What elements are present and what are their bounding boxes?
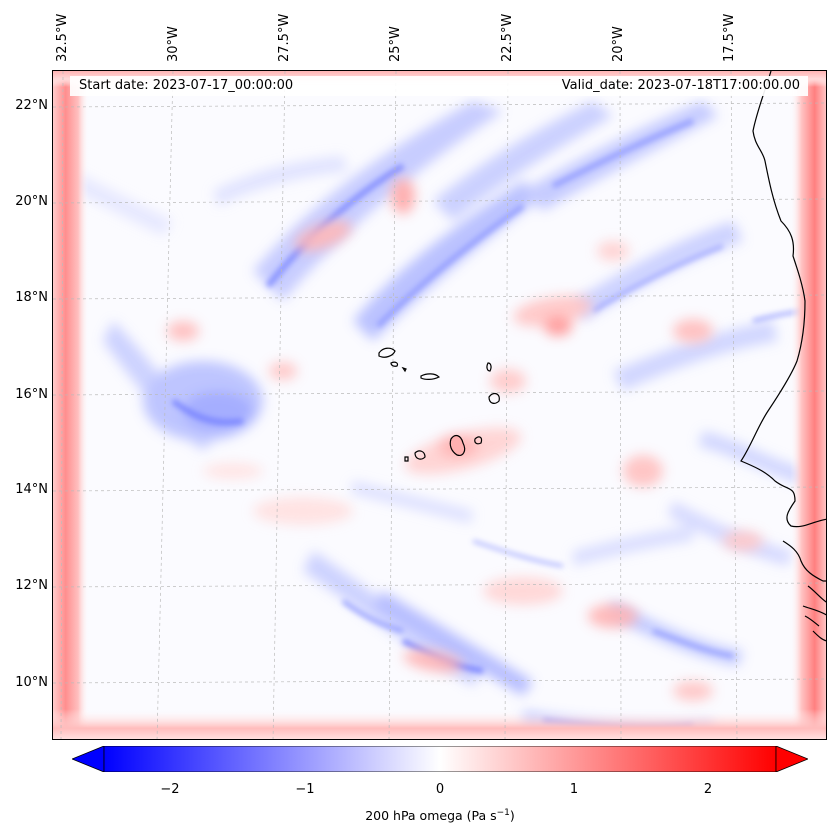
start-date-label: Start date: 2023-07-17_00:00:00: [79, 78, 294, 93]
island-maio: [474, 436, 483, 445]
colorbar-label: 200 hPa omega (Pa s−1): [0, 808, 837, 823]
colorbar-label-main: 200 hPa omega (Pa s: [365, 808, 497, 824]
colorbar-tick-1: 1: [569, 782, 579, 797]
island-sao-nicolau: [420, 373, 441, 380]
lat-label-16n: 16°N: [15, 387, 48, 402]
date-banner: [70, 76, 808, 96]
omega-positive-bands: [167, 178, 763, 701]
island-santa-luzia: [401, 366, 407, 373]
lat-label-18n: 18°N: [15, 290, 48, 305]
island-brava: [404, 456, 409, 462]
island-santiago: [449, 434, 466, 456]
lat-label-22n: 22°N: [15, 98, 48, 113]
lon-label-17-5w: 17.5°W: [722, 13, 737, 62]
omega-field-map: [53, 71, 826, 739]
colorbar-tick-neg1: −1: [295, 782, 315, 797]
island-sao-vicente: [390, 361, 399, 367]
colorbar-label-end: ): [509, 808, 515, 824]
island-boa-vista: [488, 392, 500, 404]
colorbar-min-extend: [72, 746, 105, 772]
colorbar-tick-neg2: −2: [160, 782, 180, 797]
lon-label-30w: 30°W: [166, 26, 181, 62]
colorbar-max-extend: [775, 746, 808, 772]
lat-label-10n: 10°N: [15, 675, 48, 690]
cape-verde-islands: [378, 347, 500, 462]
colorbar-label-exponent: −1: [496, 808, 510, 818]
map-panel: [52, 70, 827, 740]
lat-label-14n: 14°N: [15, 482, 48, 497]
valid-date-label: Valid_date: 2023-07-18T17:00:00.00: [561, 78, 800, 93]
lon-label-32-5w: 32.5°W: [55, 13, 70, 62]
island-santo-antao: [378, 347, 396, 358]
lat-label-20n: 20°N: [15, 194, 48, 209]
colorbar: [72, 746, 808, 772]
lon-label-27-5w: 27.5°W: [277, 13, 292, 62]
island-fogo: [414, 450, 426, 460]
omega-negative-bands: [53, 101, 813, 739]
colorbar-tick-2: 2: [703, 782, 713, 797]
island-sal: [486, 362, 492, 372]
colorbar-gradient: [103, 746, 777, 772]
lon-label-25w: 25°W: [388, 26, 403, 62]
colorbar-tick-0: 0: [435, 782, 445, 797]
lon-label-20w: 20°W: [611, 26, 626, 62]
coastline-africa: [740, 71, 826, 642]
graticule: [53, 71, 826, 739]
lat-label-12n: 12°N: [15, 578, 48, 593]
lon-label-22-5w: 22.5°W: [500, 13, 515, 62]
